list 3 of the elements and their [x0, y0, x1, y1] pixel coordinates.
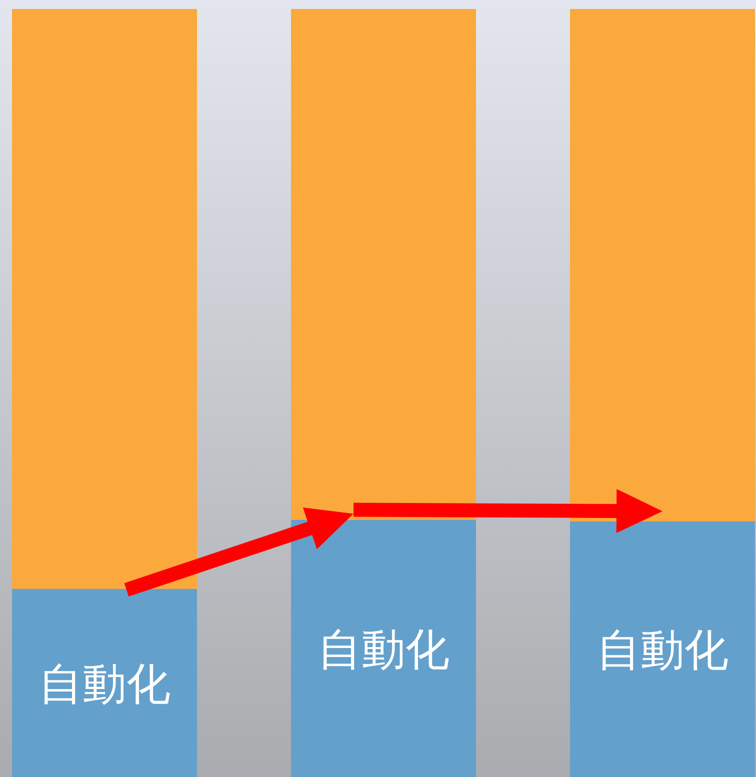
text: 自動化: [318, 624, 450, 676]
series-label: 自動化: [38, 658, 170, 710]
text: 自動化: [596, 625, 728, 676]
